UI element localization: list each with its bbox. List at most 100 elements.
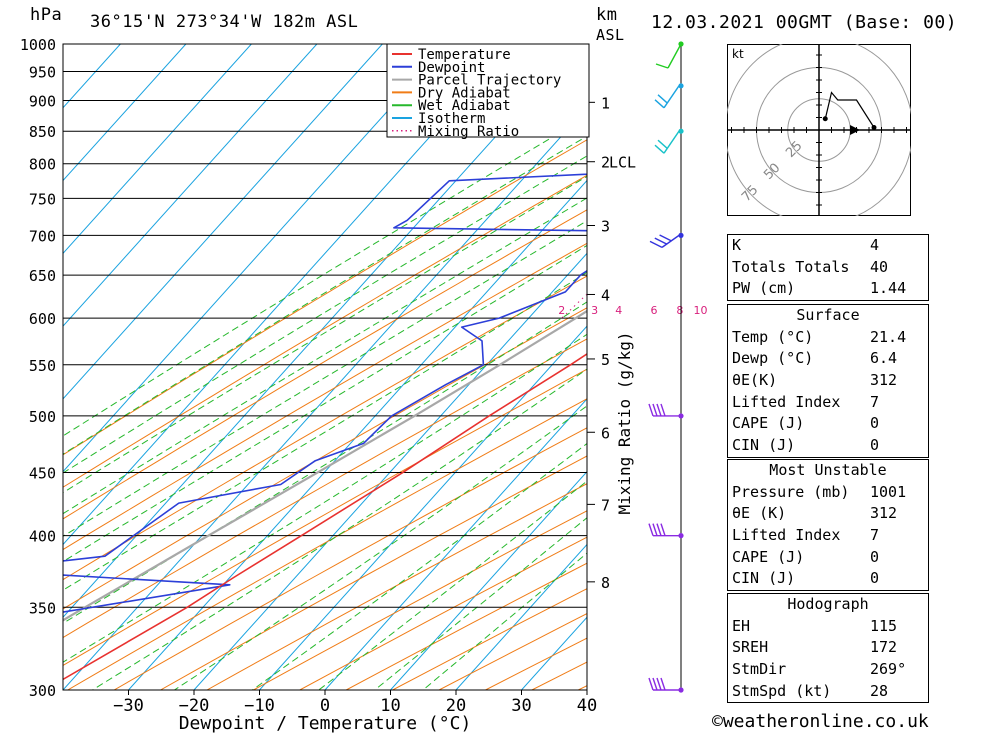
dry-adiabat-line	[67, 398, 587, 690]
mixing-ratio-label: 4	[615, 304, 622, 317]
surface-value: 7	[870, 392, 880, 411]
pressure-tick-label: 300	[29, 682, 56, 700]
wind-level-dot	[678, 413, 684, 419]
dry-adiabat-line	[63, 307, 587, 610]
dry-adiabat-line	[63, 139, 587, 456]
wind-level-dot	[678, 83, 684, 89]
hodograph-stat-row: EH 115	[728, 616, 928, 638]
most-unstable-label: CAPE (J)	[732, 547, 805, 566]
hodograph-stat-row: StmSpd (kt) 28	[728, 681, 928, 703]
most-unstable-row: Lifted Index 7	[728, 525, 928, 547]
pressure-tick-label: 350	[29, 599, 56, 617]
copyright-icon: ©	[712, 711, 723, 732]
pressure-tick-label: 900	[29, 93, 56, 111]
mixing-ratio-label: 10	[693, 304, 707, 317]
indices-table-top: K 4 Totals Totals 40 PW (cm) 1.44	[727, 234, 929, 302]
surface-row: Dewp (°C) 6.4	[728, 348, 928, 370]
isotherm-line	[63, 44, 449, 473]
isotherm-line	[63, 44, 187, 182]
height-tick-label: 2	[601, 154, 610, 172]
isotherm-line	[390, 470, 587, 690]
legend-label: Dry Adiabat	[418, 85, 511, 101]
pressure-tick-label: 850	[29, 123, 56, 141]
surface-row: θE(K) 312	[728, 370, 928, 392]
most-unstable-title: Most Unstable	[769, 461, 887, 479]
most-unstable-value: 1001	[870, 482, 907, 501]
index-row: PW (cm) 1.44	[728, 278, 928, 300]
lcl-label: LCL	[609, 154, 636, 172]
profile-layer	[63, 173, 587, 681]
hodograph-stat-value: 172	[870, 638, 898, 657]
height-tick-label: 6	[601, 424, 610, 442]
x-tick-label: −10	[244, 696, 275, 716]
legend-box	[386, 43, 590, 138]
wind-barb-icon	[654, 130, 680, 154]
dewpoint-line	[63, 173, 587, 613]
most-unstable-value: 312	[870, 504, 898, 523]
wet-adiabat-line	[318, 480, 587, 690]
dry-adiabat-line	[63, 174, 587, 488]
indices-table-most-unstable: Most Unstable Pressure (mb) 1001 θE (K) 312…	[727, 459, 929, 592]
most-unstable-value: 0	[870, 547, 880, 566]
dry-adiabat-line	[63, 338, 587, 639]
hodograph-start-point	[822, 116, 828, 122]
pressure-unit: hPa	[30, 5, 63, 25]
surface-value: 312	[870, 371, 898, 390]
dry-adiabat-line	[113, 427, 587, 690]
height-tick-label: 8	[601, 574, 610, 592]
pressure-tick-label: 500	[29, 408, 56, 426]
hodograph-trace	[824, 91, 875, 128]
site-name: weatheronline.co.uk	[722, 711, 929, 732]
isotherm-line	[63, 44, 252, 255]
footer-credit[interactable]: ©weatheronline.co.uk	[712, 711, 929, 732]
hodograph-stat-label: StmDir	[732, 660, 787, 679]
dry-adiabat-line	[253, 510, 587, 690]
hodograph-stat-row: StmDir 269°	[728, 659, 928, 681]
index-row: Totals Totals 40	[728, 257, 928, 279]
storm-motion-marker	[850, 125, 860, 135]
most-unstable-label: θE (K)	[732, 504, 787, 523]
surface-value: 21.4	[870, 327, 907, 346]
surface-label: Lifted Index	[732, 392, 841, 411]
hodograph-stat-label: EH	[732, 616, 751, 635]
isotherm-line	[455, 543, 587, 690]
surface-row: Lifted Index 7	[728, 392, 928, 414]
dry-adiabat-line	[160, 455, 587, 690]
index-value: 1.44	[870, 279, 907, 298]
mixing-ratio-label: 6	[650, 304, 657, 317]
most-unstable-row: θE (K) 312	[728, 503, 928, 525]
pressure-tick-label: 1000	[20, 36, 56, 54]
wind-level-dot	[678, 232, 684, 238]
plot-frame	[62, 43, 588, 691]
x-tick-label: 40	[577, 696, 597, 716]
dry-adiabat-line	[206, 483, 587, 690]
most-unstable-value: 0	[870, 569, 880, 588]
isotherm-line	[63, 44, 383, 400]
legend-label: Mixing Ratio	[418, 124, 519, 140]
pressure-tick-label: 450	[29, 464, 56, 482]
x-tick-label: 20	[446, 696, 466, 716]
index-label: Totals Totals	[732, 257, 850, 276]
pressure-tick-label: 600	[29, 310, 56, 328]
isotherm-line	[324, 398, 587, 690]
pressure-tick-label: 800	[29, 156, 56, 174]
isotherm-line	[63, 44, 580, 618]
height-tick-label: 3	[601, 218, 610, 236]
surface-label: θE(K)	[732, 371, 778, 390]
surface-value: 0	[870, 436, 880, 455]
surface-label: Dewp (°C)	[732, 349, 814, 368]
wind-barb-icon	[648, 403, 679, 417]
hodograph-stat-value: 115	[870, 616, 898, 635]
hodograph-stats-title: Hodograph	[787, 595, 869, 613]
asl-label: ASL	[596, 26, 625, 44]
x-tick-label: 30	[511, 696, 531, 716]
mixing-ratio-label: 8	[676, 304, 683, 317]
parcel-trajectory-line	[63, 309, 587, 622]
pressure-tick-label: 400	[29, 528, 56, 546]
legend-label: Dewpoint	[418, 60, 485, 76]
indices-table-surface: Surface Temp (°C) 21.4 Dewp (°C) 6.4 θE(K) 31…	[727, 304, 929, 458]
indices-table-hodograph: Hodograph EH 115 SREH 172 StmDir 269° StmSpd (…	[727, 593, 929, 704]
